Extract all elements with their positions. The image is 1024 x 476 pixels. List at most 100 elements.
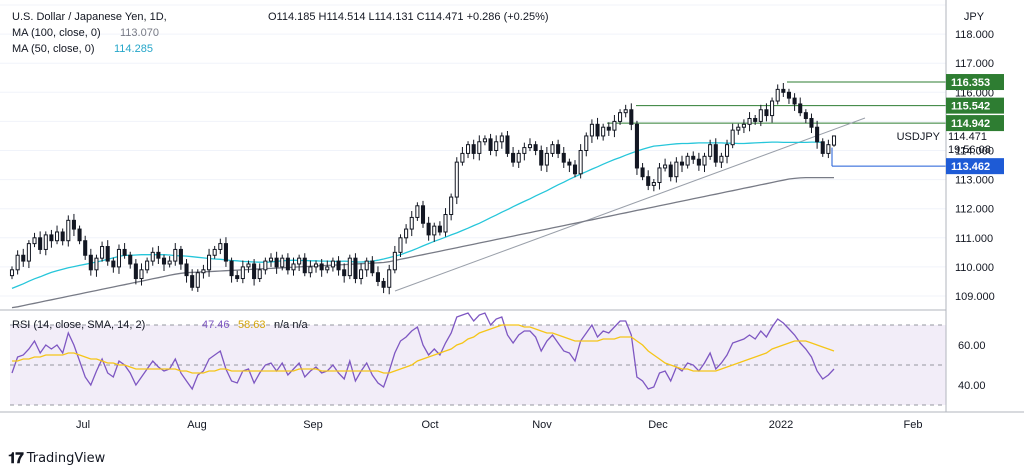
candle-body xyxy=(443,214,448,233)
candle-body xyxy=(454,161,459,198)
candle-body xyxy=(471,144,476,154)
price-legend[interactable]: U.S. Dollar / Japanese Yen, 1D, O114.185… xyxy=(12,11,549,55)
candle-body xyxy=(539,150,544,166)
candle-body xyxy=(572,164,578,175)
rsi-line xyxy=(11,312,835,391)
rsi-legend-label[interactable]: RSI (14, close, SMA, 14, 2) xyxy=(12,319,145,331)
price-tick-label: 112.000 xyxy=(955,204,994,216)
rsi-axis[interactable]: 60.00 40.00 xyxy=(958,340,986,392)
rsi-legend-tail: n/a n/a xyxy=(274,319,309,331)
candle-body xyxy=(116,248,122,268)
candle-body xyxy=(556,144,561,154)
time-tick-label: 2022 xyxy=(769,419,793,431)
candle-body xyxy=(618,112,623,122)
candle-body xyxy=(263,260,268,271)
symbol-title[interactable]: U.S. Dollar / Japanese Yen, 1D, xyxy=(12,11,167,23)
candle-body xyxy=(595,123,600,137)
time-tick-label: Nov xyxy=(532,419,552,431)
time-tick-label: Aug xyxy=(187,419,207,431)
candle-body xyxy=(49,234,54,242)
candle-body xyxy=(9,269,15,277)
candle-body xyxy=(77,228,82,242)
candle-body xyxy=(26,243,31,262)
candle-body xyxy=(679,161,685,166)
tradingview-brand[interactable]: 𝟏𝟕 TradingView xyxy=(8,449,105,467)
candle-body xyxy=(781,88,786,93)
support-resistance-lines xyxy=(607,81,946,167)
candle-body xyxy=(663,164,668,169)
candle-body xyxy=(404,228,409,239)
candlestick-series xyxy=(9,82,837,295)
price-tick-label: 113.000 xyxy=(955,175,994,187)
price-tag xyxy=(946,115,1004,132)
candle-body xyxy=(111,260,116,268)
tradingview-logo-icon: 𝟏𝟕 xyxy=(8,449,24,467)
rsi-sma-line xyxy=(12,324,835,374)
candle-body xyxy=(207,254,212,271)
candle-body xyxy=(747,117,752,125)
candle-body xyxy=(786,91,791,99)
candle-body xyxy=(527,144,533,149)
candle-body xyxy=(342,269,347,277)
candle-body xyxy=(173,248,178,262)
candle-body xyxy=(145,260,150,271)
candle-body xyxy=(640,167,645,178)
brand-name: TradingView xyxy=(26,450,106,466)
candle-body xyxy=(240,266,245,280)
candle-body xyxy=(668,164,673,178)
candle-body xyxy=(494,141,499,152)
candle-body xyxy=(544,152,549,166)
ma50-line xyxy=(11,141,823,290)
candle-body xyxy=(167,260,172,265)
candle-body xyxy=(353,257,358,280)
candle-body xyxy=(499,135,504,143)
candle-body xyxy=(420,205,426,224)
candle-body xyxy=(285,257,290,271)
trend-line xyxy=(394,117,866,292)
time-tick-label: Dec xyxy=(648,419,668,431)
rsi-legend[interactable]: RSI (14, close, SMA, 14, 2) 47.46 58.63 … xyxy=(12,319,309,331)
candle-body xyxy=(184,263,189,277)
candle-body xyxy=(133,263,138,280)
rsi-tick-label: 60.00 xyxy=(958,340,986,352)
candle-body xyxy=(505,135,510,154)
candle-body xyxy=(156,251,161,259)
candle-body xyxy=(257,269,262,280)
candle-body xyxy=(488,138,493,152)
price-tag xyxy=(946,97,1004,114)
candle-body xyxy=(437,225,442,233)
candle-body xyxy=(770,100,775,117)
candle-body xyxy=(60,231,65,242)
candle-body xyxy=(336,260,341,271)
candle-body xyxy=(567,161,572,166)
ma100-legend-value: 113.070 xyxy=(120,27,159,39)
price-tags: 116.353 115.542 114.942 113.462 xyxy=(946,74,1004,175)
candle-body xyxy=(533,144,538,151)
candle-body xyxy=(741,123,746,128)
candle-body xyxy=(685,155,690,166)
candle-body xyxy=(578,150,583,175)
ma100-line xyxy=(11,176,834,309)
candle-body xyxy=(522,147,527,154)
time-axis[interactable]: Jul Aug Sep Oct Nov Dec 2022 Feb xyxy=(76,419,923,431)
candle-body xyxy=(809,117,814,128)
candle-body xyxy=(150,251,155,262)
candle-body xyxy=(71,219,76,230)
price-tag xyxy=(946,158,1004,175)
candle-body xyxy=(252,263,257,280)
candle-body xyxy=(38,237,43,250)
ma50-legend-label[interactable]: MA (50, close, 0) xyxy=(12,43,95,55)
candle-body xyxy=(139,269,144,280)
candle-body xyxy=(550,144,555,154)
ma100-legend-label[interactable]: MA (100, close, 0) xyxy=(12,27,101,39)
ohlc-values: O114.185 H114.514 L114.131 C114.471 +0.2… xyxy=(268,11,549,23)
candle-body xyxy=(775,88,780,102)
candle-body xyxy=(511,152,516,163)
candle-body xyxy=(105,246,110,262)
price-tick-label: 110.000 xyxy=(955,262,994,274)
candle-body xyxy=(674,161,679,178)
price-tick-label: 114.000 xyxy=(955,146,994,158)
candle-body xyxy=(651,182,656,186)
candle-body xyxy=(477,141,482,154)
candle-body xyxy=(347,257,352,277)
